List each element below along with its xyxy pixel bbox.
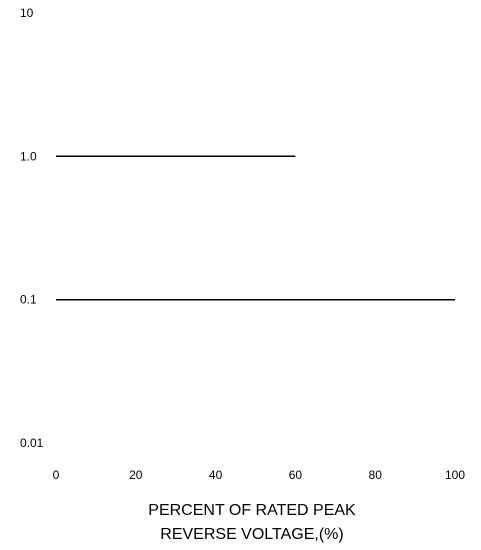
x-tick-label: 40 — [209, 468, 223, 482]
y-tick-label: 10 — [20, 6, 34, 20]
y-tick-label: 0.1 — [20, 293, 37, 307]
x-axis-title-line-1: PERCENT OF RATED PEAK — [148, 502, 356, 519]
series-group — [56, 155, 455, 301]
y-axis-ticks: 10 1.0 0.1 0.01 — [20, 6, 44, 450]
x-tick-label: 80 — [369, 468, 383, 482]
y-tick-label: 0.01 — [20, 436, 44, 450]
x-tick-label: 100 — [445, 468, 465, 482]
x-tick-label: 20 — [129, 468, 143, 482]
y-tick-label: 1.0 — [20, 149, 37, 163]
x-axis-ticks: 0 20 40 60 80 100 — [53, 468, 466, 482]
x-tick-label: 60 — [289, 468, 303, 482]
x-tick-label: 0 — [53, 468, 60, 482]
x-axis-title-line-2: REVERSE VOLTAGE,(%) — [160, 526, 343, 543]
x-axis-title: PERCENT OF RATED PEAK REVERSE VOLTAGE,(%… — [148, 502, 356, 543]
